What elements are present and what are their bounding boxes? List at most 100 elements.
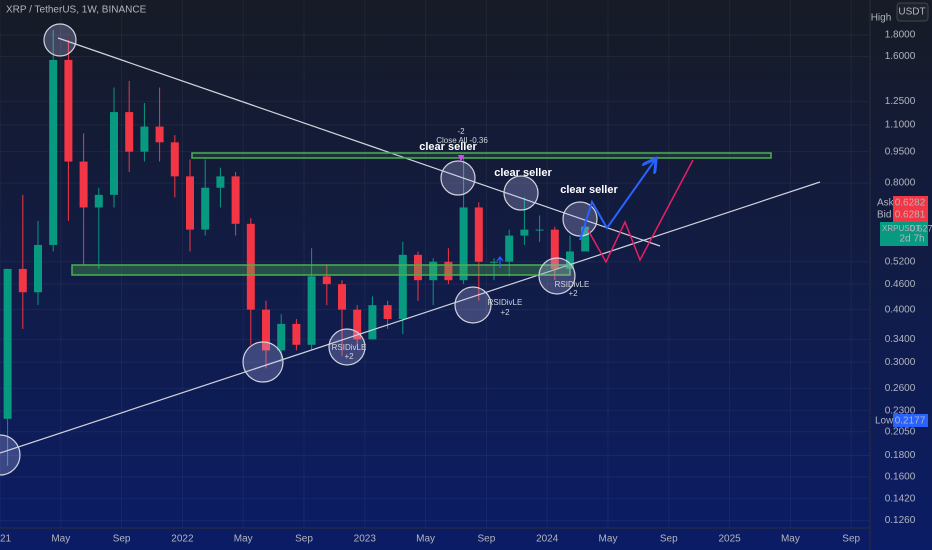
drawings (0, 23, 821, 476)
candle-body (474, 207, 483, 262)
x-tick-label: Sep (660, 534, 678, 545)
candle-body (338, 284, 346, 310)
annotation: clear seller (560, 184, 618, 196)
circle (440, 160, 476, 196)
annotation: +2 (344, 352, 354, 361)
resistance-zone (191, 152, 772, 159)
bid-label: Bid (877, 210, 891, 221)
candle-body (170, 142, 179, 177)
candle-body (581, 226, 590, 252)
candle-body (368, 305, 377, 340)
y-tick-label: 0.1600 (885, 472, 916, 483)
candle-body (459, 207, 468, 281)
bid-tag (893, 209, 928, 222)
annotation: clear seller (494, 167, 552, 179)
y-tick-label: 0.3400 (885, 334, 916, 345)
candle-body (535, 229, 544, 231)
y-tick-label: 0.1260 (885, 515, 916, 526)
candle-body (414, 254, 422, 281)
candle-body (277, 323, 286, 351)
circle (503, 175, 539, 211)
candle-body (383, 305, 392, 320)
projection-path (579, 160, 655, 241)
y-tick-label: 0.1420 (885, 493, 916, 504)
circle (328, 328, 366, 366)
last-tag (880, 222, 928, 246)
last-value: 0.6279 (910, 223, 932, 233)
candles (3, 29, 590, 466)
ask-tag (893, 196, 928, 209)
circle (538, 257, 576, 295)
annotation: Close All -0.36 (436, 136, 488, 145)
annotation: -2 (457, 127, 465, 136)
candle-body (490, 261, 498, 263)
x-tick-label: May (781, 534, 800, 545)
y-tick-label: 0.8000 (885, 178, 916, 189)
annotation: +2 (500, 308, 510, 317)
ask-value: 0.6282 (895, 198, 926, 209)
signal-arrow (458, 155, 464, 162)
currency-button[interactable] (896, 2, 929, 22)
grid (0, 0, 870, 528)
candle-body (79, 161, 88, 208)
low-value: 0.2177 (895, 416, 926, 427)
candle-body (429, 261, 438, 281)
candle-body (505, 235, 514, 262)
high-label: High (871, 13, 892, 24)
candle-body (246, 223, 255, 310)
annotation: RSIDivLE (555, 280, 590, 289)
x-tick-label: May (51, 534, 70, 545)
low-label: Low (875, 416, 894, 427)
support-zone (71, 264, 571, 276)
signal-arrow (496, 256, 504, 268)
y-tick-label: 1.1000 (885, 120, 916, 131)
x-tick-label: May (599, 534, 618, 545)
y-tick-label: 1.8000 (885, 30, 916, 41)
candle-body (3, 268, 12, 419)
y-tick-label: 1.2500 (885, 96, 916, 107)
annotation: clear seller (419, 141, 477, 153)
low-tag (893, 414, 928, 427)
candle-body (186, 176, 194, 230)
x-tick-label: Sep (842, 534, 860, 545)
annotations: clear seller clear seller clear seller -… (332, 127, 619, 361)
circle (0, 434, 21, 476)
candle-body (520, 229, 529, 236)
candle-body (155, 126, 164, 143)
candle-body (34, 244, 42, 293)
trendline (57, 37, 661, 247)
x-tick-label: 2024 (536, 534, 559, 545)
y-tick-label: 0.1800 (885, 450, 916, 461)
candle-body (110, 112, 118, 195)
circle (242, 341, 284, 383)
candle-body (322, 276, 331, 285)
y-tick-label: 0.2050 (885, 426, 916, 437)
candle-body (216, 176, 225, 188)
countdown: 2d 7h (899, 234, 924, 245)
candle-body (49, 59, 58, 245)
x-tick-label: 2025 (718, 534, 741, 545)
candle-body (262, 309, 270, 351)
y-tick-label: 0.4000 (885, 304, 916, 315)
candle-body (353, 309, 362, 340)
candle-body (231, 176, 240, 224)
currency-label[interactable]: USDT (898, 7, 925, 18)
candle-body (307, 276, 316, 345)
annotation: +2 (568, 289, 578, 298)
symbol-label: XRPUSDT (882, 224, 920, 233)
y-tick-label: 0.3000 (885, 357, 916, 368)
candle-body (64, 59, 73, 162)
candle-body (18, 268, 27, 293)
circle (562, 201, 598, 237)
y-tick-label: 0.4600 (885, 279, 916, 290)
projection-path (587, 159, 694, 264)
y-tick-label: 0.5200 (885, 256, 916, 267)
candle-body (201, 187, 210, 230)
candle-body (444, 261, 453, 281)
annotation: RSIDivLE (488, 298, 523, 307)
x-tick-label: 2021 (0, 534, 12, 545)
x-tick-label: Sep (113, 534, 131, 545)
x-tick-label: May (416, 534, 435, 545)
candle-body (292, 323, 301, 345)
